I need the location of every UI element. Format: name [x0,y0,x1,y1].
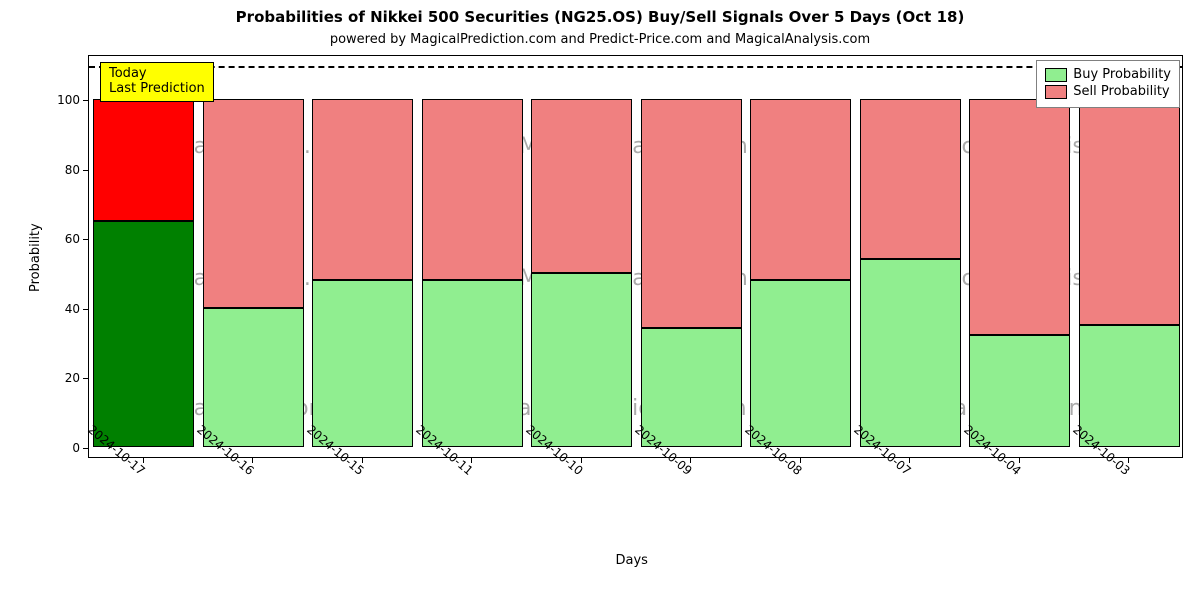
sell-bar [422,99,523,280]
chart-title: Probabilities of Nikkei 500 Securities (… [0,8,1200,26]
y-tick-mark [83,170,88,171]
sell-bar [93,99,194,221]
annotation-line2: Last Prediction [109,82,205,97]
annotation-line1: Today [109,67,205,82]
y-tick-mark [83,448,88,449]
y-tick-mark [83,239,88,240]
sell-bar [203,99,304,307]
sell-bar [750,99,851,280]
sell-bar [641,99,742,328]
y-axis-label: Probability [28,223,43,292]
buy-bar [312,280,413,447]
sell-bar [969,99,1070,335]
y-tick-label: 60 [40,233,80,245]
legend-label: Buy Probability [1073,67,1171,84]
reference-line [89,66,1182,68]
buy-bar [1079,325,1180,447]
legend-swatch [1045,68,1067,82]
buy-bar [422,280,523,447]
y-tick-label: 100 [40,94,80,106]
y-tick-label: 40 [40,303,80,315]
plot-area: MagicalAnalysis.comMagicalAnalysis.comMa… [88,55,1183,458]
legend-label: Sell Probability [1073,84,1169,101]
x-tick-mark [471,458,472,463]
legend: Buy ProbabilitySell Probability [1036,60,1180,108]
sell-bar [312,99,413,280]
y-tick-mark [83,378,88,379]
buy-bar [641,328,742,446]
y-tick-label: 0 [40,442,80,454]
x-tick-mark [909,458,910,463]
chart-subtitle: powered by MagicalPrediction.com and Pre… [0,32,1200,47]
chart-figure: Probabilities of Nikkei 500 Securities (… [0,0,1200,600]
buy-bar [531,273,632,447]
x-tick-mark [252,458,253,463]
buy-bar [750,280,851,447]
x-tick-mark [1128,458,1129,463]
y-tick-mark [83,100,88,101]
legend-item: Buy Probability [1045,67,1171,84]
legend-swatch [1045,85,1067,99]
today-annotation: Today Last Prediction [100,62,214,102]
y-tick-label: 20 [40,372,80,384]
buy-bar [203,308,304,447]
y-tick-label: 80 [40,164,80,176]
y-tick-mark [83,309,88,310]
sell-bar [531,99,632,273]
sell-bar [1079,99,1180,325]
legend-item: Sell Probability [1045,84,1171,101]
x-tick-mark [690,458,691,463]
x-axis-label: Days [616,553,648,568]
buy-bar [969,335,1070,446]
sell-bar [860,99,961,259]
